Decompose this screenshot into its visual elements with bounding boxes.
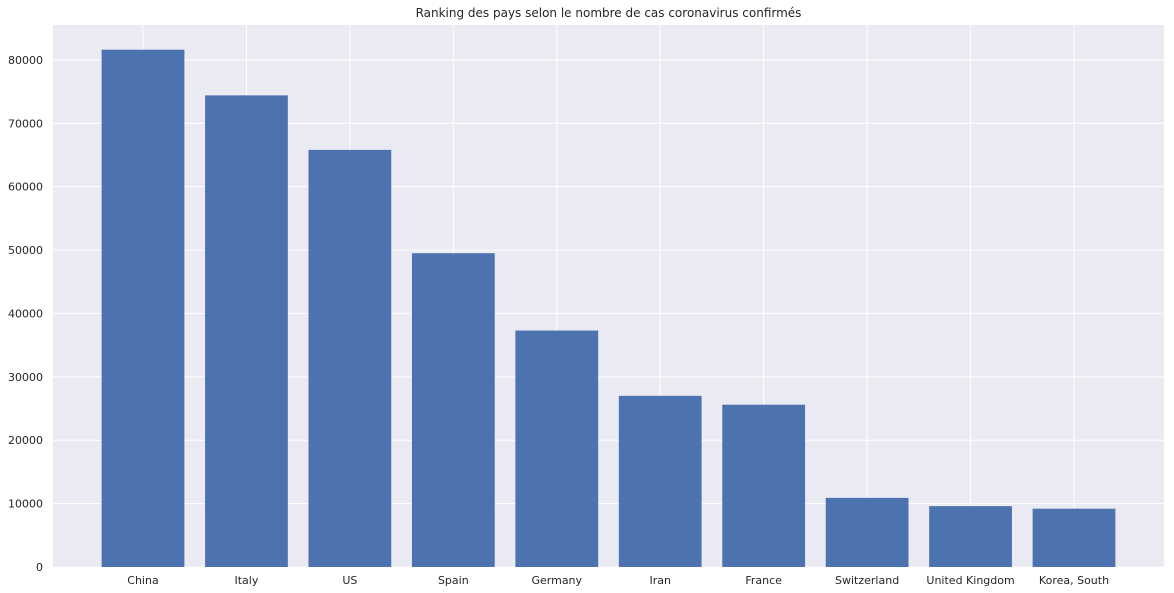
y-tick-label: 70000 xyxy=(8,117,43,130)
x-tick-labels: China Italy US Spain Germany Iran France Switze… xyxy=(127,574,1109,587)
y-tick-label: 80000 xyxy=(8,54,43,67)
x-tick-label: Switzerland xyxy=(835,574,899,587)
bar xyxy=(101,49,185,568)
bar xyxy=(515,330,599,567)
y-tick-label: 60000 xyxy=(8,181,43,194)
x-tick-label: US xyxy=(342,574,357,587)
x-tick-label: Korea, South xyxy=(1039,574,1109,587)
y-tick-label: 0 xyxy=(36,561,43,574)
y-tick-label: 10000 xyxy=(8,498,43,511)
chart-title: Ranking des pays selon le nombre de cas … xyxy=(416,6,802,20)
x-tick-label: United Kingdom xyxy=(926,574,1014,587)
bar xyxy=(411,253,495,568)
bars xyxy=(101,49,1116,568)
y-tick-label: 50000 xyxy=(8,244,43,257)
x-tick-label: China xyxy=(127,574,158,587)
bar xyxy=(929,506,1012,567)
bar xyxy=(825,497,909,567)
x-tick-label: Italy xyxy=(235,574,259,587)
y-tick-label: 40000 xyxy=(8,307,43,320)
y-tick-label: 20000 xyxy=(8,434,43,447)
y-tick-labels: 0 10000 20000 30000 40000 50000 60000 70000 8000… xyxy=(8,54,43,574)
bar xyxy=(1032,508,1116,567)
bar xyxy=(205,95,288,567)
bar xyxy=(722,404,806,567)
x-tick-label: Germany xyxy=(531,574,582,587)
x-tick-label: Iran xyxy=(649,574,671,587)
bar xyxy=(308,149,392,567)
x-tick-label: Spain xyxy=(438,574,469,587)
y-tick-label: 30000 xyxy=(8,371,43,384)
bar xyxy=(618,395,702,567)
x-tick-label: France xyxy=(745,574,782,587)
